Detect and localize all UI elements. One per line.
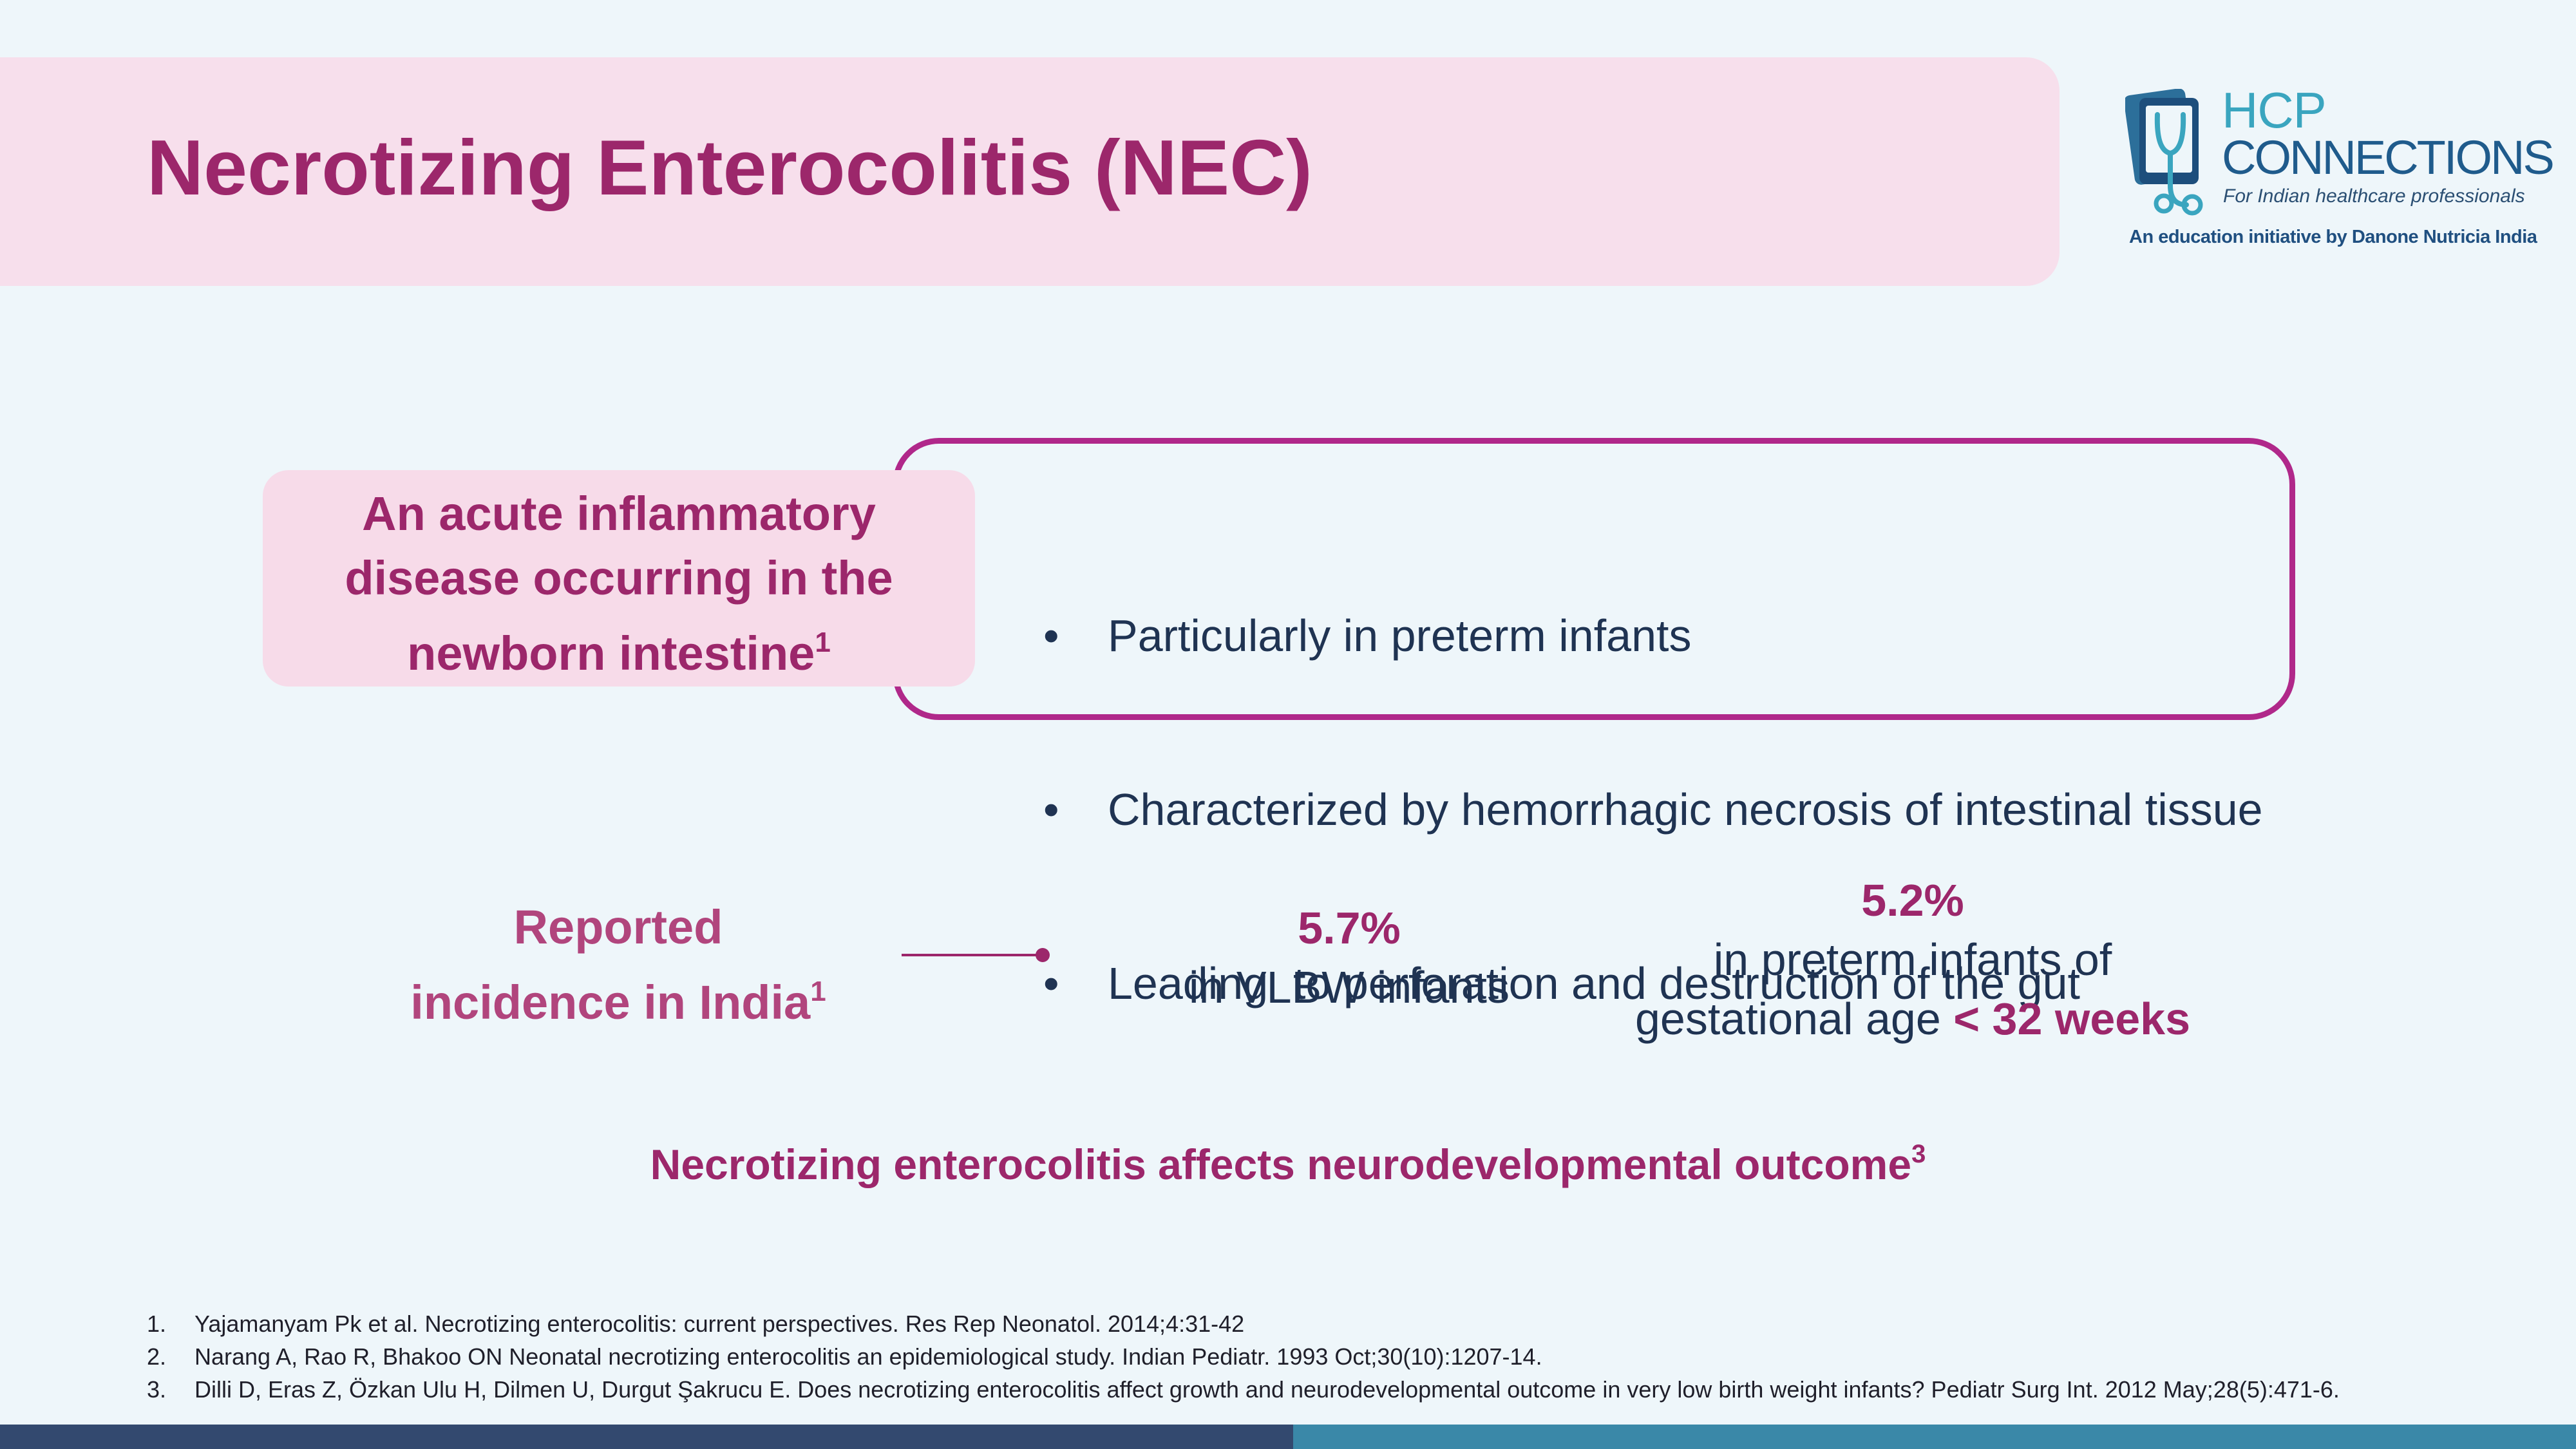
definition-highlight-box	[263, 470, 975, 687]
footer-bar-left	[0, 1425, 1293, 1449]
incidence-ref: 1	[810, 976, 826, 1007]
reference-item: 1. Yajamanyam Pk et al. Necrotizing enter…	[147, 1311, 1245, 1337]
footer-bar-right	[1293, 1425, 2576, 1449]
definition-ref: 1	[815, 627, 831, 658]
logo-connections-text: CONNECTIONS	[2222, 131, 2555, 184]
tablet-stethoscope-icon	[2125, 89, 2203, 216]
stat-desc: in VLBW infants	[1189, 962, 1510, 1012]
reference-item: 3. Dilli D, Eras Z, Özkan Ulu H, Dilmen U…	[147, 1376, 2340, 1403]
definition-line-3: newborn intestine1	[407, 627, 831, 680]
definition-point: Characterized by hemorrhagic necrosis of…	[1030, 781, 2263, 838]
conclusion-statement: Necrotizing enterocolitis affects neurod…	[650, 1140, 1926, 1188]
incidence-label: Reported incidence in India1	[410, 900, 826, 1029]
references-list: 1. Yajamanyam Pk et al. Necrotizing enter…	[147, 1307, 2340, 1406]
definition-points: Particularly in preterm infants Characte…	[1030, 491, 2263, 1070]
definition-line-1: An acute inflammatory	[362, 487, 876, 540]
logo-tagline: An education initiative by Danone Nutric…	[2129, 227, 2537, 247]
stat-value: 5.7%	[1298, 903, 1401, 953]
logo-subline: For Indian healthcare professionals	[2223, 185, 2525, 207]
definition-point: Particularly in preterm infants	[1030, 607, 2263, 665]
reference-item: 2. Narang A, Rao R, Bhakoo ON Neonatal ne…	[147, 1343, 1542, 1370]
stat-desc: gestational age	[1634, 994, 1954, 1044]
definition-point: Leading to perforation and destruction o…	[1030, 954, 2263, 1012]
connector-line	[902, 954, 1042, 956]
connector-dot	[1036, 948, 1050, 962]
title-banner	[0, 57, 2060, 286]
logo-hcp-text: HCP	[2222, 82, 2327, 138]
page-title: Necrotizing Enterocolitis (NEC)	[147, 124, 1312, 211]
stat-preterm: 5.2% in preterm infants of gestational a…	[1610, 871, 2215, 1061]
definition-text: An acute inflammatory disease occurring …	[263, 482, 975, 686]
conclusion-ref: 3	[1911, 1140, 1926, 1168]
definition-line-2: disease occurring in the	[345, 551, 893, 605]
stat-desc: in preterm infants of	[1713, 934, 2112, 985]
stat-value: 5.2%	[1861, 875, 1964, 925]
stat-vlbw: 5.7% in VLBW infants	[1146, 898, 1552, 1017]
stat-emphasis: < 32 weeks	[1953, 994, 2191, 1044]
